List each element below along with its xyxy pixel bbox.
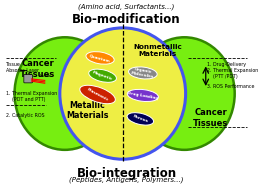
Ellipse shape [128,67,157,79]
FancyBboxPatch shape [24,75,32,83]
Text: Laser: Laser [40,74,52,78]
Text: (Peptides, Antigens, Polymers...): (Peptides, Antigens, Polymers...) [69,176,184,183]
Ellipse shape [134,37,235,150]
Text: Tissue
Absorbs Laser: Tissue Absorbs Laser [6,62,39,73]
Ellipse shape [14,37,115,150]
Text: Organic
Molecules: Organic Molecules [131,67,155,79]
Text: Magnetic: Magnetic [92,70,113,81]
Text: Cancer
Tissues: Cancer Tissues [20,60,56,79]
Ellipse shape [80,85,115,104]
Text: Cancer
Tissues: Cancer Tissues [193,108,228,128]
Text: Drug Loading: Drug Loading [127,91,159,100]
Ellipse shape [86,52,114,64]
Text: (Amino acid, Surfactants...): (Amino acid, Surfactants...) [78,4,175,10]
Text: Porous: Porous [132,114,149,124]
Ellipse shape [60,28,186,159]
Text: Plasmonic: Plasmonic [86,87,109,102]
Text: 1. Thermal Expansion
    (PDT and PTT): 1. Thermal Expansion (PDT and PTT) [6,91,57,102]
Text: 2. Thermal Expansion
    (PTT /PDT): 2. Thermal Expansion (PTT /PDT) [207,68,258,79]
Text: 3. ROS Performance: 3. ROS Performance [207,84,254,90]
Text: Nonmetallic
Materials: Nonmetallic Materials [134,44,182,57]
Text: 1. Drug-Delivery: 1. Drug-Delivery [207,62,246,67]
Text: 2. Catalytic ROS: 2. Catalytic ROS [6,113,44,118]
Ellipse shape [127,89,158,101]
Ellipse shape [127,113,154,125]
Text: Bio-modification: Bio-modification [72,13,181,26]
Text: Quantum: Quantum [89,53,111,63]
Ellipse shape [89,69,116,82]
Text: Metallic
Materials: Metallic Materials [66,101,109,120]
Text: Bio-integration: Bio-integration [76,167,176,180]
